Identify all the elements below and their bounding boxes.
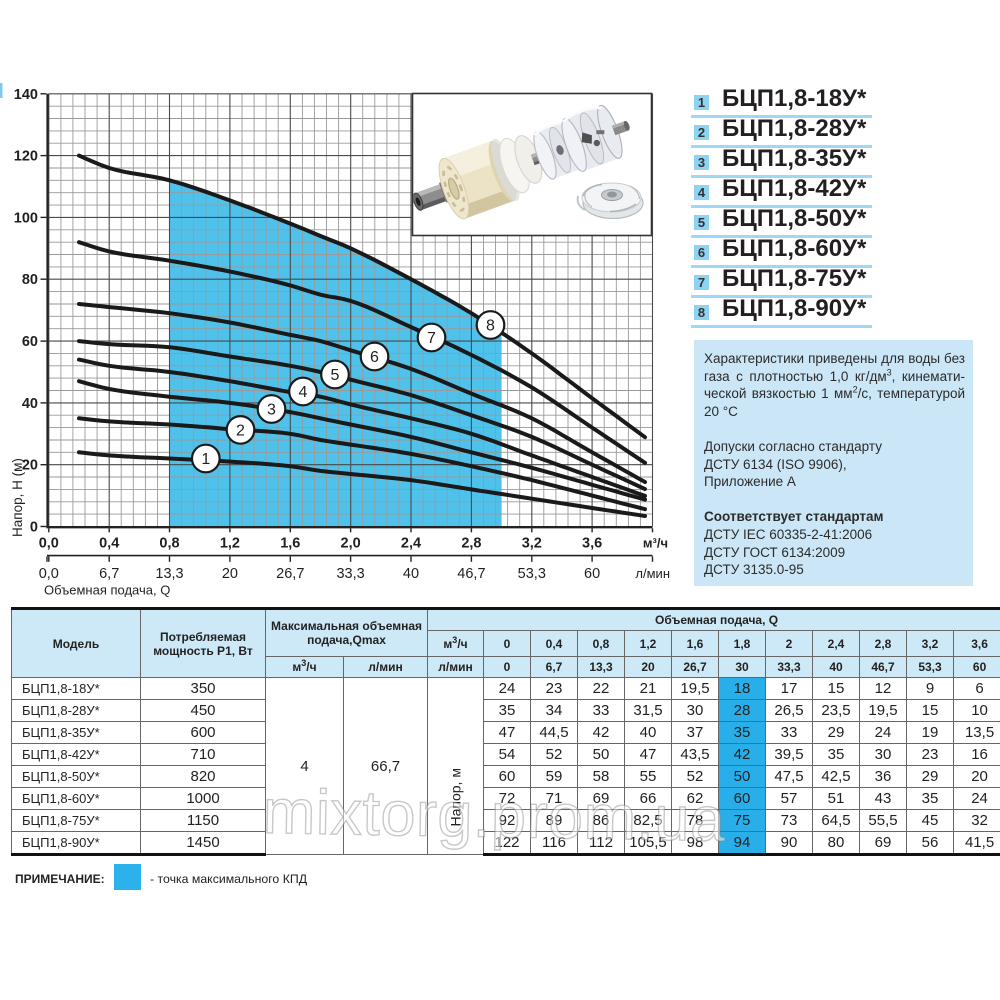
svg-text:20: 20 — [222, 566, 238, 582]
svg-text:13,3: 13,3 — [155, 566, 183, 582]
svg-text:4: 4 — [299, 384, 308, 401]
svg-text:46,7: 46,7 — [457, 566, 485, 582]
svg-text:26,7: 26,7 — [276, 566, 304, 582]
svg-text:7: 7 — [427, 330, 436, 347]
svg-text:20: 20 — [22, 458, 38, 474]
svg-text:6: 6 — [370, 349, 379, 366]
svg-text:Объемная подача, Q: Объемная подача, Q — [44, 583, 170, 598]
svg-text:3,2: 3,2 — [522, 536, 542, 552]
svg-text:53,3: 53,3 — [518, 566, 546, 582]
svg-text:Напор, Н (м): Напор, Н (м) — [10, 458, 25, 537]
svg-text:60: 60 — [22, 334, 38, 350]
svg-text:33,3: 33,3 — [336, 566, 364, 582]
svg-text:1,2: 1,2 — [220, 536, 240, 552]
svg-text:80: 80 — [22, 272, 38, 288]
svg-text:60: 60 — [584, 566, 600, 582]
svg-text:л/мин: л/мин — [635, 566, 670, 581]
svg-text:2,8: 2,8 — [461, 536, 481, 552]
svg-text:1: 1 — [201, 451, 210, 468]
svg-text:0: 0 — [30, 520, 38, 536]
svg-text:0,0: 0,0 — [39, 566, 59, 582]
svg-text:8: 8 — [486, 318, 495, 335]
svg-text:40: 40 — [403, 566, 419, 582]
svg-text:5: 5 — [331, 367, 340, 384]
svg-text:1,6: 1,6 — [280, 536, 300, 552]
svg-text:3,6: 3,6 — [582, 536, 602, 552]
svg-text:м³/ч: м³/ч — [643, 536, 668, 551]
svg-text:2,0: 2,0 — [341, 536, 361, 552]
svg-text:3: 3 — [267, 402, 276, 419]
svg-text:100: 100 — [14, 210, 38, 226]
svg-text:0,0: 0,0 — [39, 536, 59, 552]
svg-text:120: 120 — [14, 149, 38, 165]
svg-text:0,8: 0,8 — [159, 536, 179, 552]
svg-text:40: 40 — [22, 396, 38, 412]
svg-text:6,7: 6,7 — [99, 566, 119, 582]
svg-text:140: 140 — [14, 87, 38, 103]
svg-text:2,4: 2,4 — [401, 536, 421, 552]
svg-text:2: 2 — [236, 422, 245, 439]
svg-text:0,4: 0,4 — [99, 536, 119, 552]
